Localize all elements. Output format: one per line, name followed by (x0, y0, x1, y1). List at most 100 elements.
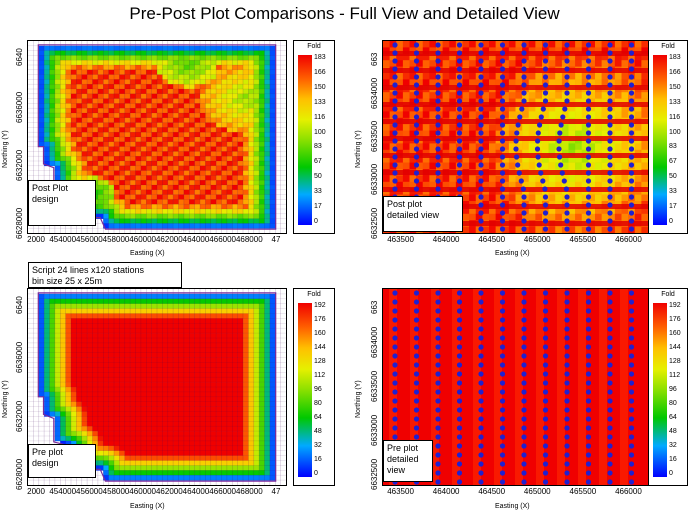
heat-cell (135, 89, 142, 95)
receiver-point (564, 226, 570, 232)
receiver-point (564, 42, 570, 48)
heat-cell (200, 151, 206, 157)
receiver-point (628, 58, 635, 64)
heat-cell (194, 342, 201, 349)
heat-cell (383, 79, 390, 87)
heat-cell (194, 127, 201, 133)
heat-cell (97, 50, 104, 56)
heat-cell (65, 127, 72, 133)
heat-cell (259, 431, 265, 437)
heat-cell (243, 406, 249, 412)
heat-cell (575, 60, 583, 67)
heat-cell (60, 440, 66, 447)
heat-cell (65, 406, 72, 412)
heat-cell (114, 180, 120, 186)
heat-cell (221, 460, 228, 466)
heat-cell (119, 338, 126, 344)
heat-cell (157, 338, 163, 344)
heat-cell (87, 377, 93, 383)
heat-cell (601, 92, 609, 99)
heat-cell (119, 146, 126, 152)
heat-cell (555, 60, 563, 67)
heat-cell (146, 328, 152, 334)
heat-cell (634, 130, 642, 138)
heat-cell (87, 396, 93, 402)
receiver-point (585, 146, 592, 152)
heat-cell (38, 45, 45, 51)
heat-cell (178, 455, 185, 461)
heat-cell (54, 93, 61, 99)
heat-cell (71, 406, 77, 412)
heat-cell (269, 357, 276, 363)
heat-cell (641, 111, 648, 119)
heat-cell (259, 328, 265, 334)
heat-cell (542, 53, 549, 61)
receiver-point (521, 74, 527, 80)
heat-cell (178, 406, 185, 412)
heat-cell (210, 151, 217, 157)
heat-cell (92, 79, 99, 85)
heat-cell (146, 161, 152, 167)
heat-cell (49, 60, 56, 66)
heat-cell (65, 293, 72, 300)
heat-cell (210, 333, 217, 339)
heat-cell (71, 113, 77, 119)
heat-cell (243, 416, 249, 422)
heat-cell (162, 161, 169, 167)
heat-cell (71, 303, 77, 309)
heat-cell (97, 151, 104, 157)
heat-cell (183, 79, 190, 85)
receiver-point (435, 106, 441, 112)
heat-cell (49, 98, 56, 104)
legend-tick-label: 50 (669, 173, 677, 181)
heat-cell (87, 141, 93, 147)
heat-cell (49, 132, 56, 138)
heat-cell (114, 69, 120, 75)
heat-cell (402, 79, 410, 87)
heat-cell (189, 372, 195, 378)
heat-cell (87, 132, 93, 138)
heat-cell (200, 175, 206, 181)
x-tick-label: 454000 (49, 235, 77, 244)
receiver-point (413, 106, 420, 112)
heat-cell (167, 108, 174, 114)
heat-cell (146, 308, 152, 314)
heat-cell (76, 113, 83, 119)
heat-cell (103, 377, 109, 383)
heat-cell (183, 391, 190, 398)
heat-cell (151, 401, 158, 407)
heat-cell (216, 213, 222, 219)
receiver-point (564, 202, 570, 208)
heat-cell (60, 156, 66, 162)
heat-cell (253, 308, 260, 314)
heat-cell (65, 50, 72, 56)
heat-cell (81, 117, 88, 123)
heat-cell (508, 98, 516, 106)
heat-cell (130, 382, 136, 388)
heat-cell (269, 165, 276, 171)
heat-cell (475, 124, 483, 131)
heat-cell (248, 455, 255, 461)
heat-cell (151, 45, 158, 51)
heat-cell (130, 440, 136, 447)
heat-cell (44, 79, 50, 85)
heat-cell (210, 387, 217, 393)
heat-cell (60, 372, 66, 378)
heat-cell (226, 411, 233, 417)
heat-cell (248, 318, 255, 324)
heat-cell (259, 318, 265, 324)
heat-cell (210, 74, 217, 80)
heat-cell (157, 108, 163, 114)
heat-cell (200, 465, 206, 471)
heat-cell (383, 98, 390, 106)
heat-cell (248, 298, 255, 304)
heat-cell (97, 382, 104, 388)
heat-cell (542, 124, 549, 131)
x-tick-label: 466000 (615, 235, 642, 244)
heat-cell (162, 213, 169, 219)
heat-cell (264, 382, 271, 388)
heat-cell (221, 401, 228, 407)
heat-cell (555, 47, 563, 55)
receiver-point (542, 186, 548, 192)
heat-cell (482, 130, 490, 138)
